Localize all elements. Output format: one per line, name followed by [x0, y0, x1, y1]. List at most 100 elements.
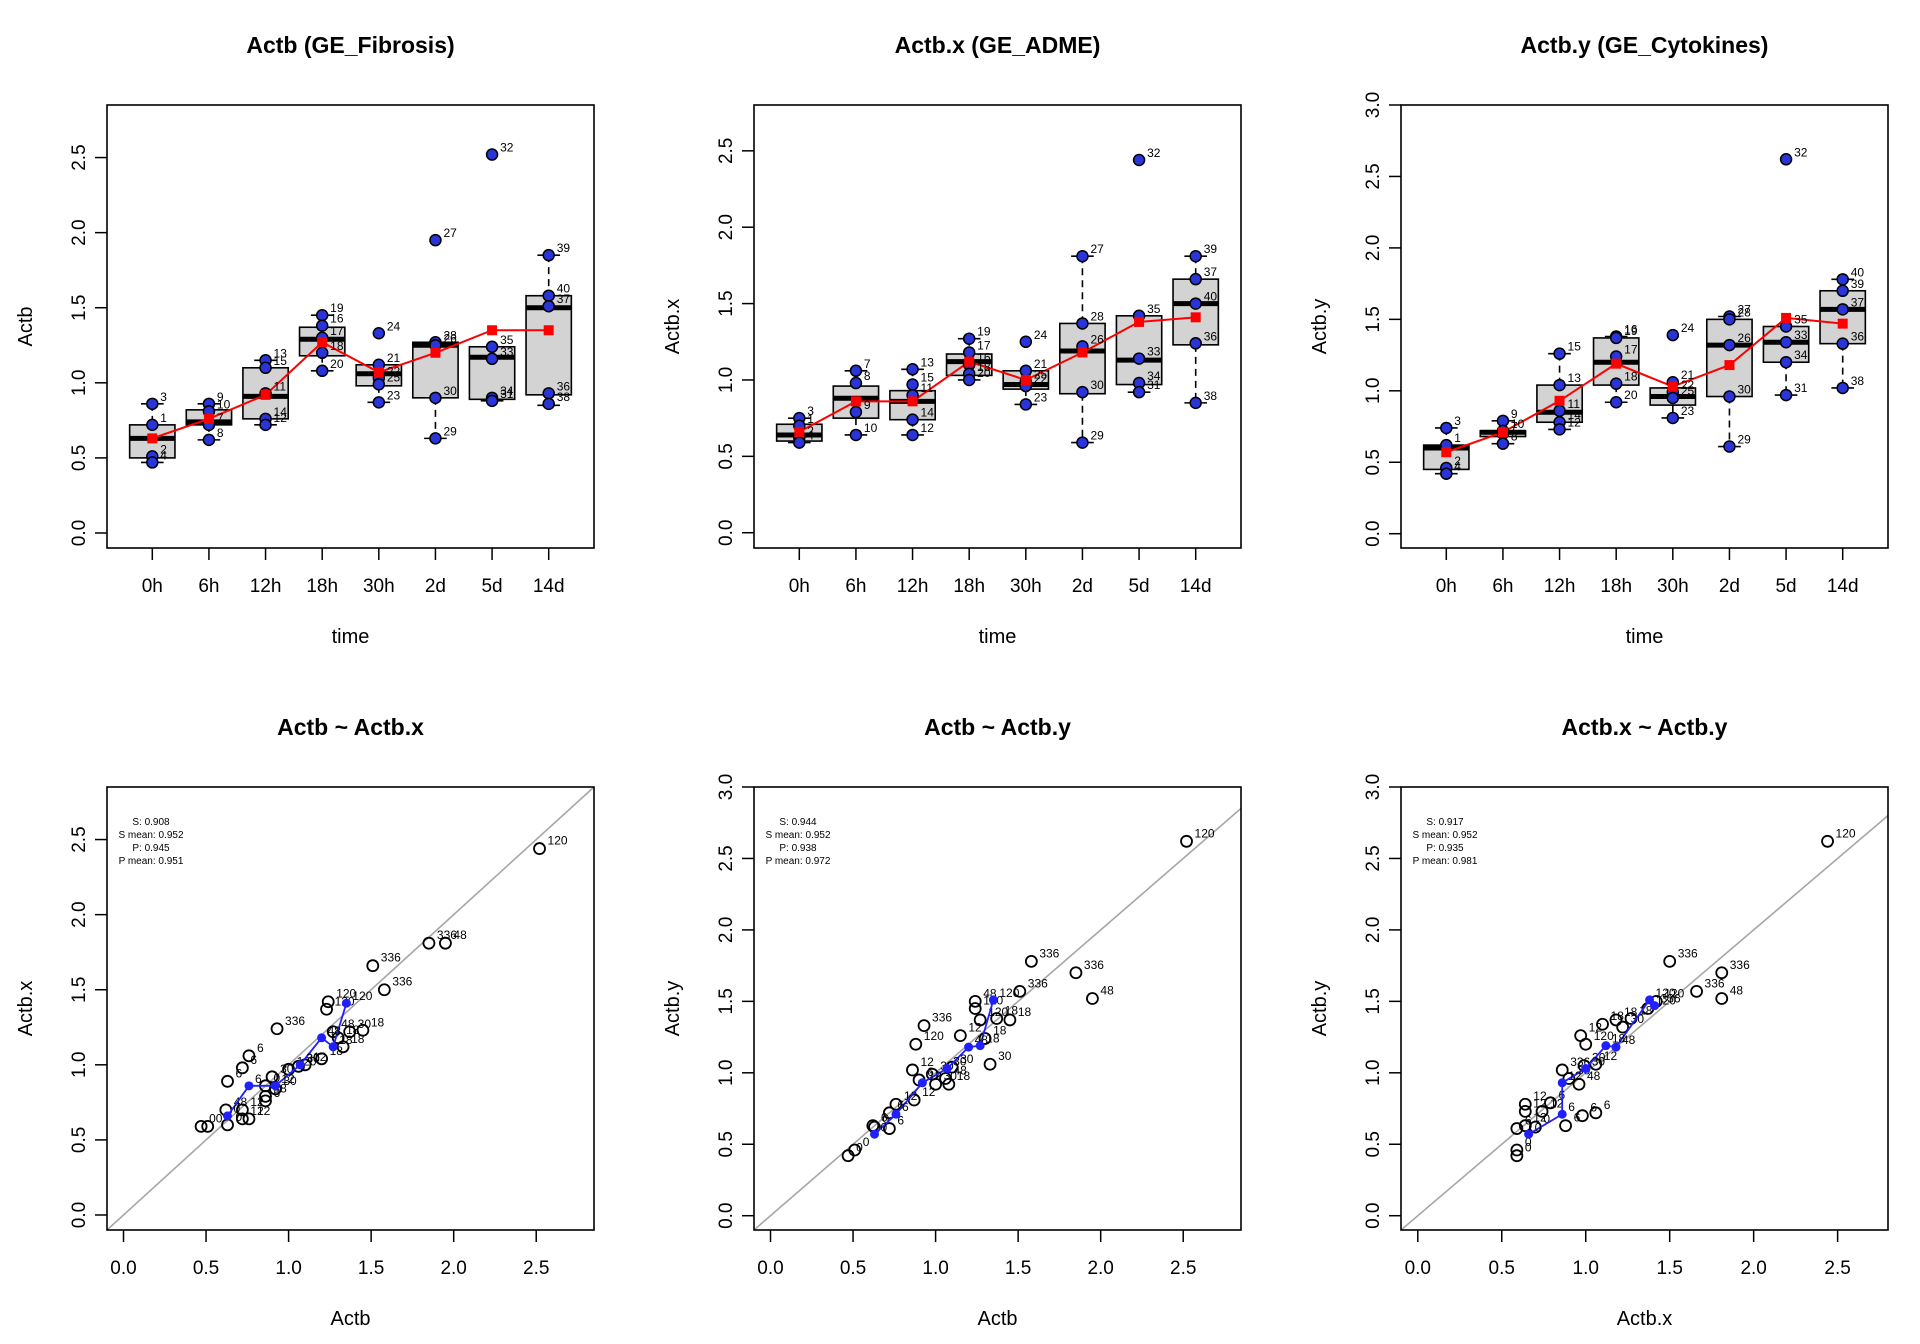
- data-point: [962, 332, 976, 345]
- data-point: [1836, 284, 1849, 298]
- mean-path-point: [295, 1060, 305, 1070]
- mean-path-point: [870, 1129, 880, 1139]
- y-tick-label: 1.5: [69, 977, 90, 1003]
- y-tick-label: 2.0: [716, 917, 737, 943]
- point-label: 13: [274, 346, 288, 360]
- mean-path-point: [942, 1064, 952, 1074]
- data-point: [1553, 404, 1566, 418]
- point-label: 22: [1034, 372, 1048, 386]
- point-label: 48: [453, 928, 467, 942]
- x-axis-label: time: [979, 626, 1017, 648]
- x-tick-label: 0h: [142, 576, 163, 597]
- x-tick-label: 30h: [363, 576, 395, 597]
- panel-6: Actb.x ~ Actb.yActb.xActb.y1203363363364…: [1309, 714, 1889, 1330]
- y-tick-label: 2.5: [716, 138, 737, 164]
- point-label: 32: [500, 141, 514, 155]
- point-label: 0: [1525, 1135, 1532, 1149]
- point-label: 35: [500, 333, 514, 347]
- x-tick-label: 1.0: [922, 1258, 948, 1279]
- scatter-point: [1821, 834, 1834, 848]
- point-label: 9: [1511, 407, 1518, 421]
- y-tick-label: 1.5: [69, 295, 90, 321]
- point-label: 3: [1454, 414, 1461, 428]
- data-point: [1496, 437, 1510, 450]
- point-label: 31: [1794, 381, 1808, 395]
- mean-line: [798, 316, 1196, 433]
- point-label: 18: [1624, 370, 1638, 384]
- scatter-point: [194, 1119, 208, 1133]
- point-label: 12: [920, 1055, 934, 1069]
- point-label: 35: [1147, 302, 1161, 316]
- scatter-point: [201, 1119, 215, 1133]
- y-tick-label: 1.5: [1363, 306, 1384, 332]
- data-point: [1189, 396, 1202, 410]
- y-tick-label: 1.5: [716, 988, 737, 1014]
- panel-title: Actb (GE_Fibrosis): [246, 32, 454, 58]
- point-label: 16: [977, 351, 991, 365]
- scatter-point: [1616, 1020, 1630, 1034]
- mean-path-label: 120: [352, 989, 372, 1003]
- scatter-point: [1024, 954, 1038, 968]
- x-tick-label: 2.0: [440, 1258, 466, 1279]
- point-label: 15: [1568, 340, 1582, 354]
- point-label: 1: [160, 411, 167, 425]
- data-point: [485, 394, 499, 408]
- panel-5: Actb ~ Actb.yActbActb.y12033633633648481…: [662, 714, 1242, 1330]
- data-point: [485, 148, 499, 161]
- point-label: 27: [1090, 242, 1104, 256]
- x-tick-label: 18h: [1600, 576, 1632, 597]
- scatter-point: [1572, 1077, 1586, 1091]
- point-label: 20: [1624, 388, 1638, 402]
- scatter-point: [841, 1149, 855, 1163]
- point-label: 336: [1039, 946, 1059, 960]
- plot-frame: [1400, 104, 1889, 549]
- mean-path-label: 12: [281, 1072, 295, 1086]
- point-label: 4: [807, 429, 814, 443]
- x-tick-label: 30h: [1010, 576, 1042, 597]
- mean-marker: [1554, 395, 1565, 406]
- point-label: 6: [881, 1111, 888, 1125]
- point-label: 24: [387, 319, 401, 333]
- data-point: [1666, 328, 1680, 342]
- point-label: 0: [863, 1135, 870, 1149]
- stat-line: S: 0.944: [779, 817, 817, 828]
- data-point: [1132, 352, 1146, 365]
- scatter-point: [326, 1025, 340, 1039]
- data-point: [1666, 411, 1680, 425]
- x-tick-label: 0.0: [110, 1258, 136, 1279]
- point-label: 28: [443, 328, 457, 342]
- y-tick-label: 3.0: [1363, 774, 1384, 800]
- data-point: [906, 363, 919, 376]
- scatter-point: [1579, 1037, 1593, 1051]
- y-tick-label: 0.5: [1363, 1131, 1384, 1157]
- point-label: 18: [977, 360, 991, 374]
- point-label: 11: [274, 379, 287, 393]
- stat-line: P: 0.938: [779, 843, 817, 854]
- x-axis-label: time: [332, 626, 370, 648]
- x-tick-label: 1.0: [275, 1258, 301, 1279]
- y-tick-label: 2.5: [1363, 163, 1384, 189]
- point-label: 12: [257, 1104, 271, 1118]
- point-label: 15: [921, 371, 935, 385]
- point-label: 40: [1851, 265, 1865, 279]
- scatter-point: [1715, 992, 1729, 1005]
- scatter-point: [1575, 1109, 1589, 1123]
- data-point: [1076, 385, 1089, 399]
- point-label: 22: [387, 364, 401, 378]
- mean-path-label: 48: [328, 1024, 342, 1038]
- identity-line: [1401, 814, 1888, 1230]
- scatter-point: [1544, 1096, 1557, 1110]
- point-label: 7: [1511, 420, 1518, 434]
- y-axis-label: Actb.x: [662, 299, 684, 355]
- data-point: [1553, 378, 1566, 392]
- point-label: 6: [257, 1041, 264, 1055]
- x-axis-label: time: [1626, 626, 1664, 648]
- data-point: [315, 308, 329, 322]
- point-label: 120: [336, 987, 356, 1001]
- point-label: 17: [1624, 343, 1638, 357]
- data-point: [1609, 395, 1623, 409]
- point-label: 28: [1737, 305, 1751, 319]
- point-label: 33: [1147, 345, 1161, 359]
- stat-line: P: 0.945: [132, 843, 170, 854]
- x-tick-label: 0h: [789, 576, 810, 597]
